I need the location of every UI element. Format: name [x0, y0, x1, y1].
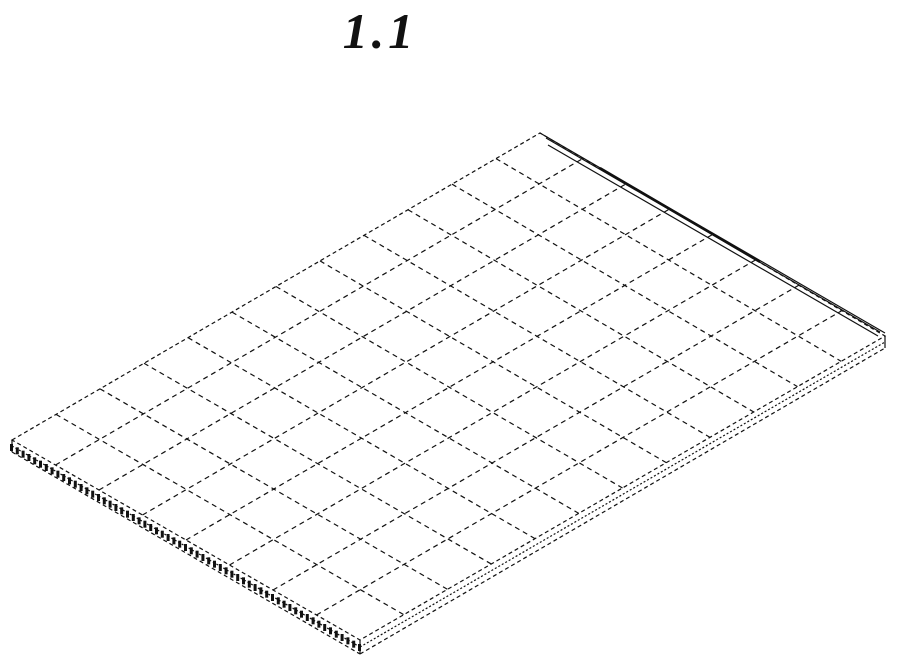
- edge-tick: [294, 607, 297, 614]
- edge-tick: [74, 481, 77, 488]
- edge-tick: [109, 501, 112, 508]
- edge-tick: [103, 497, 106, 504]
- edge-tick: [161, 531, 164, 538]
- edge-tick: [132, 514, 135, 521]
- edge-tick: [219, 564, 222, 571]
- edge-tick: [190, 547, 193, 554]
- panel-back-rail: [540, 133, 885, 336]
- edge-tick: [16, 447, 19, 454]
- panel-grid: [56, 158, 842, 615]
- edge-tick: [167, 534, 170, 541]
- edge-tick: [10, 444, 13, 451]
- edge-tick: [346, 637, 349, 644]
- edge-tick: [56, 471, 59, 478]
- edge-tick: [265, 591, 268, 598]
- edge-tick: [259, 587, 262, 594]
- edge-tick: [80, 484, 83, 491]
- edge-tick: [120, 507, 123, 514]
- edge-tick: [143, 521, 146, 528]
- edge-tick: [27, 454, 30, 461]
- edge-tick: [352, 641, 355, 648]
- edge-tick: [155, 527, 158, 534]
- edge-tick: [242, 577, 245, 584]
- edge-tick: [230, 571, 233, 578]
- edge-tick: [317, 621, 320, 628]
- edge-tick: [114, 504, 117, 511]
- edge-tick: [283, 601, 286, 608]
- perspective-panel: [10, 133, 885, 654]
- edge-tick: [178, 541, 181, 548]
- edge-tick: [172, 537, 175, 544]
- edge-tick: [213, 561, 216, 568]
- panel-right-edge: [360, 336, 885, 654]
- edge-tick: [341, 634, 344, 641]
- edge-tick: [184, 544, 187, 551]
- edge-tick: [236, 574, 239, 581]
- edge-tick: [225, 567, 228, 574]
- edge-tick: [271, 594, 274, 601]
- edge-tick: [254, 584, 257, 591]
- edge-tick: [358, 644, 361, 651]
- edge-tick: [149, 524, 152, 531]
- edge-tick: [126, 511, 129, 518]
- edge-tick: [323, 624, 326, 631]
- edge-tick: [248, 581, 251, 588]
- edge-tick: [51, 467, 54, 474]
- edge-tick: [196, 551, 199, 558]
- edge-tick: [335, 631, 338, 638]
- edge-tick: [33, 457, 36, 464]
- edge-tick: [312, 617, 315, 624]
- edge-tick: [138, 517, 141, 524]
- edge-tick: [201, 554, 204, 561]
- edge-tick: [288, 604, 291, 611]
- edge-tick: [85, 487, 88, 494]
- edge-tick: [329, 627, 332, 634]
- edge-tick: [68, 477, 71, 484]
- edge-tick: [22, 451, 25, 458]
- edge-tick: [39, 461, 42, 468]
- edge-tick: [97, 494, 100, 501]
- edge-tick: [306, 614, 309, 621]
- edge-tick: [45, 464, 48, 471]
- edge-tick: [207, 557, 210, 564]
- grid-line-row: [496, 159, 841, 362]
- edge-tick: [91, 491, 94, 498]
- front-edge-hatching: [10, 444, 361, 651]
- edge-tick: [300, 611, 303, 618]
- edge-tick: [277, 597, 280, 604]
- edge-tick: [62, 474, 65, 481]
